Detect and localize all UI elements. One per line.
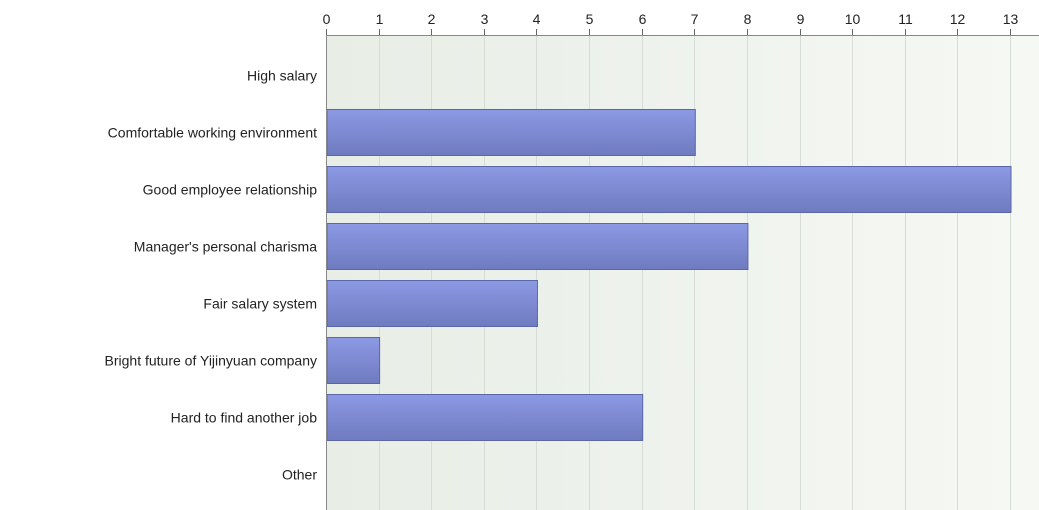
x-tick-label: 5 <box>586 11 594 27</box>
x-tick-label: 12 <box>950 11 966 27</box>
bar <box>326 280 538 327</box>
category-label: Hard to find another job <box>171 410 318 426</box>
x-tick-label: 4 <box>533 11 541 27</box>
category-label: Manager's personal charisma <box>134 239 317 255</box>
x-tick-label: 13 <box>1003 11 1019 27</box>
x-tick-label: 7 <box>691 11 699 27</box>
bar <box>326 223 749 270</box>
category-labels: High salary Comfortable working environme… <box>105 68 318 483</box>
category-label: Fair salary system <box>203 296 317 312</box>
x-tick-label: 3 <box>481 11 489 27</box>
bar <box>326 394 644 441</box>
x-tick-label: 9 <box>797 11 805 27</box>
bar <box>326 337 381 384</box>
category-label: Other <box>282 467 317 483</box>
x-tick-label: 8 <box>744 11 752 27</box>
x-tick-label: 11 <box>898 11 913 27</box>
x-tick-label: 1 <box>376 11 384 27</box>
x-tick-label: 2 <box>428 11 436 27</box>
x-axis: 0 1 2 3 4 5 6 7 8 9 10 11 12 13 <box>323 11 1039 510</box>
bars <box>326 109 1012 441</box>
category-label: High salary <box>247 68 317 84</box>
bar <box>326 109 696 156</box>
bar <box>326 166 1012 213</box>
category-label: Bright future of Yijinyuan company <box>105 353 317 369</box>
category-label: Good employee relationship <box>143 182 318 198</box>
x-tick-label: 10 <box>845 11 861 27</box>
x-tick-label: 6 <box>639 11 647 27</box>
category-label: Comfortable working environment <box>108 125 317 141</box>
x-tick-label: 0 <box>323 11 331 27</box>
